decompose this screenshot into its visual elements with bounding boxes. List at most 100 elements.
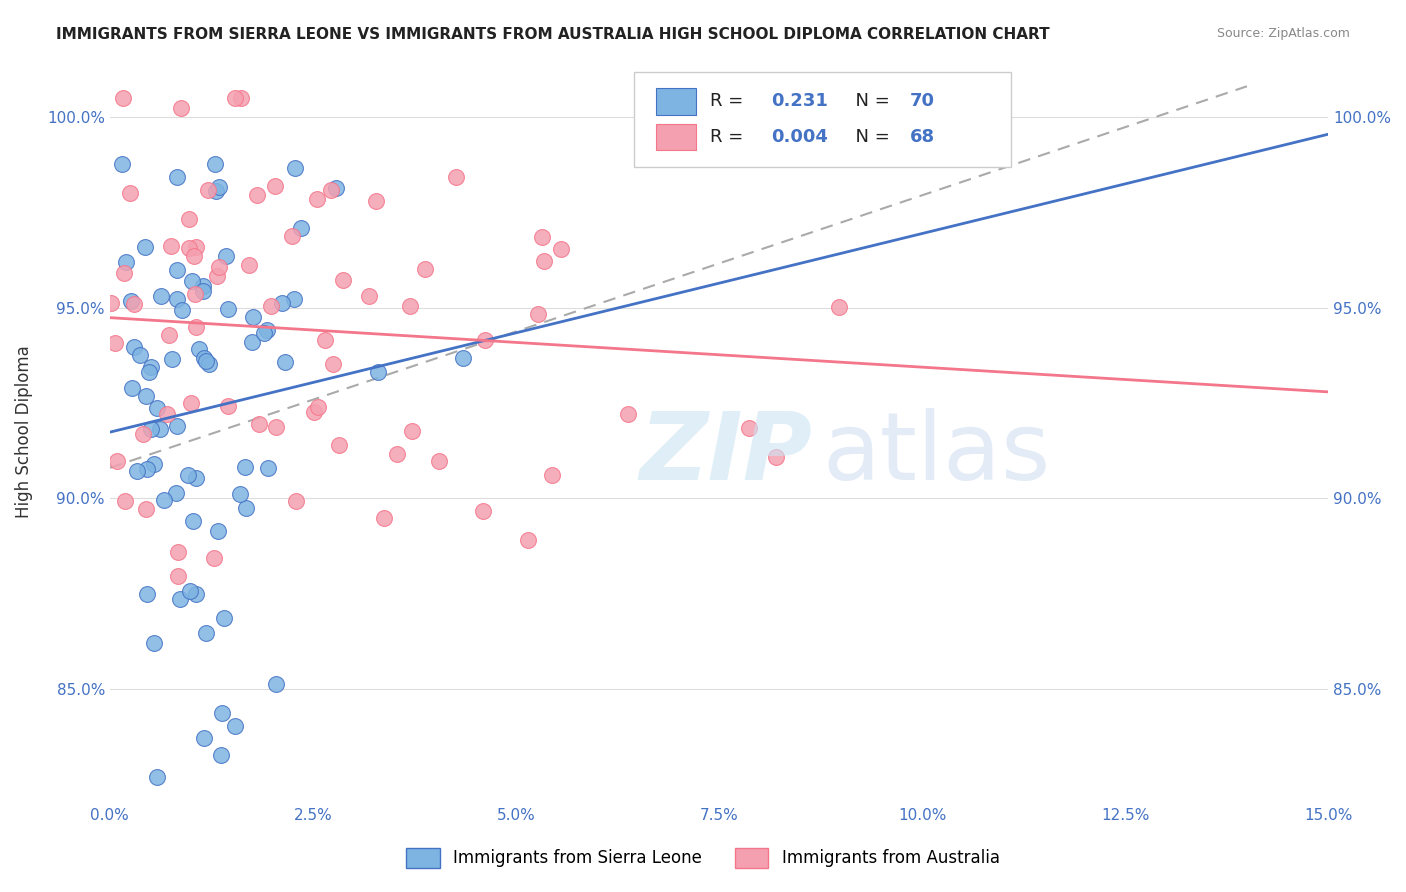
Point bbox=[135, 501, 157, 516]
Point bbox=[246, 188, 269, 202]
Point bbox=[307, 401, 329, 415]
Point bbox=[385, 447, 408, 461]
Point bbox=[125, 464, 148, 478]
Point bbox=[474, 333, 496, 347]
Point bbox=[184, 320, 207, 334]
Point bbox=[150, 288, 173, 302]
Point bbox=[169, 591, 191, 606]
Point bbox=[193, 351, 215, 365]
Point bbox=[166, 545, 188, 559]
Point bbox=[180, 395, 202, 409]
Point bbox=[517, 533, 540, 548]
Point bbox=[325, 180, 347, 194]
Point bbox=[187, 342, 209, 356]
Point bbox=[283, 292, 305, 306]
Point bbox=[204, 157, 226, 171]
Point bbox=[235, 500, 257, 515]
Point bbox=[281, 229, 304, 244]
Point bbox=[122, 340, 145, 354]
Point bbox=[177, 241, 200, 255]
Text: ZIP: ZIP bbox=[640, 408, 813, 500]
Point bbox=[401, 425, 423, 439]
Point bbox=[307, 192, 329, 206]
Point bbox=[170, 101, 193, 115]
Point bbox=[212, 611, 235, 625]
Point bbox=[366, 194, 388, 208]
Point bbox=[184, 471, 207, 485]
Point bbox=[194, 353, 217, 368]
Point bbox=[211, 706, 233, 720]
Point bbox=[112, 91, 135, 105]
Point bbox=[195, 626, 218, 640]
Point bbox=[100, 295, 122, 310]
Point bbox=[238, 258, 260, 272]
Point bbox=[166, 419, 188, 434]
Point bbox=[121, 381, 143, 395]
Point bbox=[202, 550, 225, 565]
Point bbox=[205, 268, 228, 283]
Point bbox=[263, 179, 285, 194]
Point bbox=[314, 334, 336, 348]
Point bbox=[541, 467, 564, 482]
Legend: Immigrants from Sierra Leone, Immigrants from Australia: Immigrants from Sierra Leone, Immigrants… bbox=[399, 841, 1007, 875]
Point bbox=[446, 169, 468, 184]
Text: 0.231: 0.231 bbox=[772, 92, 828, 110]
Point bbox=[240, 335, 263, 350]
Point bbox=[132, 427, 155, 442]
Point bbox=[209, 748, 232, 763]
Point bbox=[256, 323, 278, 337]
Point bbox=[530, 230, 553, 244]
Point bbox=[399, 299, 422, 313]
Point bbox=[321, 183, 343, 197]
Text: 70: 70 bbox=[910, 92, 935, 110]
Point bbox=[183, 249, 205, 263]
Point bbox=[413, 262, 436, 277]
Point bbox=[159, 328, 181, 343]
Point bbox=[256, 461, 278, 475]
Point bbox=[186, 240, 208, 254]
Text: 68: 68 bbox=[910, 128, 935, 146]
Point bbox=[427, 454, 450, 468]
Y-axis label: High School Diploma: High School Diploma bbox=[15, 345, 32, 518]
Point bbox=[765, 450, 787, 465]
Point bbox=[266, 676, 288, 690]
Point bbox=[271, 296, 294, 310]
Point bbox=[533, 254, 555, 268]
Text: R =: R = bbox=[710, 128, 749, 146]
Point bbox=[191, 285, 214, 299]
Point bbox=[159, 239, 181, 253]
Point bbox=[253, 326, 276, 341]
Point bbox=[160, 352, 183, 367]
Point bbox=[184, 287, 207, 301]
Point bbox=[249, 417, 271, 432]
Point bbox=[110, 157, 132, 171]
Text: IMMIGRANTS FROM SIERRA LEONE VS IMMIGRANTS FROM AUSTRALIA HIGH SCHOOL DIPLOMA CO: IMMIGRANTS FROM SIERRA LEONE VS IMMIGRAN… bbox=[56, 27, 1050, 42]
Point bbox=[138, 365, 160, 379]
Point bbox=[284, 494, 307, 508]
Point bbox=[472, 504, 495, 518]
Point bbox=[166, 263, 188, 277]
Point bbox=[181, 514, 204, 528]
Point bbox=[105, 454, 128, 468]
Point bbox=[141, 359, 163, 374]
Text: N =: N = bbox=[845, 92, 896, 110]
Point bbox=[357, 289, 380, 303]
Point bbox=[180, 274, 202, 288]
Text: R =: R = bbox=[710, 92, 755, 110]
Point bbox=[264, 420, 287, 434]
Point bbox=[177, 468, 200, 483]
Point bbox=[828, 300, 851, 314]
Bar bbox=[655, 124, 696, 151]
Point bbox=[120, 294, 142, 309]
Point bbox=[233, 460, 256, 475]
Point bbox=[224, 719, 246, 733]
Point bbox=[224, 91, 246, 105]
Point bbox=[197, 183, 219, 197]
Point bbox=[141, 422, 163, 436]
Point bbox=[146, 770, 169, 784]
Point bbox=[284, 161, 307, 175]
Point bbox=[135, 587, 157, 601]
Point bbox=[322, 357, 344, 371]
Point bbox=[142, 636, 165, 650]
Point bbox=[153, 492, 176, 507]
